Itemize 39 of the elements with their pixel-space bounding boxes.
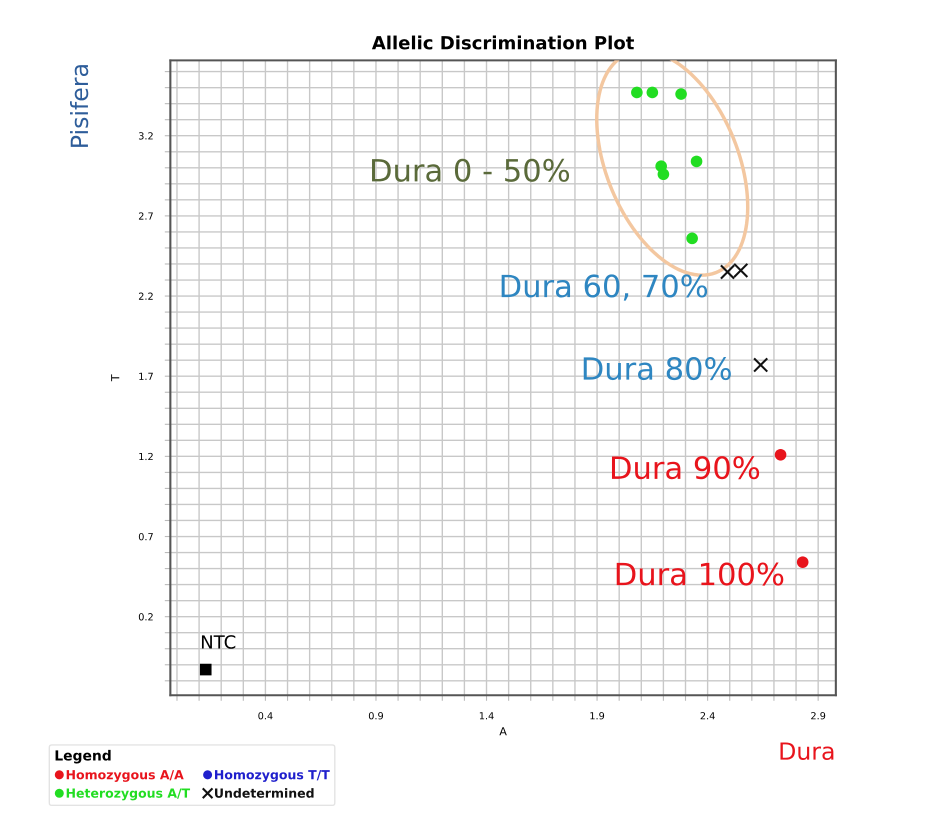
- point: [690, 156, 702, 168]
- chart-title: Allelic Discrimination Plot: [372, 36, 634, 50]
- y-tick-label: 1.7: [139, 372, 153, 380]
- point: [646, 86, 658, 98]
- x-tick-label: 1.4: [480, 712, 494, 720]
- text: Dura: [780, 742, 834, 760]
- point: [631, 86, 643, 98]
- legend-label: Homozygous A/A: [66, 770, 184, 782]
- legend-label: Homozygous T/T: [215, 770, 330, 782]
- point: [686, 232, 698, 244]
- y-tick-label: 2.7: [138, 212, 153, 220]
- y-tick-label: 2.2: [138, 292, 153, 300]
- y-axis-title: T: [111, 374, 120, 382]
- y-tick-label: 1.2: [139, 452, 153, 460]
- y-tick-label: 0.7: [138, 533, 153, 540]
- legend-title: Legend: [56, 750, 111, 764]
- y-tick-label: 3.2: [138, 132, 153, 140]
- point: [753, 357, 768, 373]
- annotation: Dura 0 - 50%: [372, 158, 570, 182]
- point: [796, 556, 808, 568]
- point: [675, 88, 687, 100]
- x-tick-label: 2.4: [700, 712, 715, 720]
- annotation: Dura 90%: [612, 456, 760, 480]
- x-tick-label: 2.9: [811, 712, 826, 720]
- text: Pisifera: [70, 65, 88, 147]
- legend-label: Heterozygous A/T: [66, 788, 190, 800]
- annotation: Dura 60, 70%: [502, 274, 708, 301]
- point: [200, 664, 212, 676]
- annotation: NTC: [202, 635, 236, 649]
- legend-label: Undetermined: [215, 788, 314, 798]
- x-tick-label: 1.9: [590, 712, 604, 720]
- x-tick-label: 0.9: [368, 712, 384, 720]
- annotation: Dura 80%: [584, 356, 731, 380]
- point: [658, 168, 670, 180]
- annotation: Dura 100%: [616, 562, 784, 586]
- x-axis-title: A: [499, 727, 507, 736]
- point: [774, 448, 786, 461]
- y-tick-label: 0.2: [138, 613, 153, 621]
- x-tick-label: 0.4: [258, 712, 273, 720]
